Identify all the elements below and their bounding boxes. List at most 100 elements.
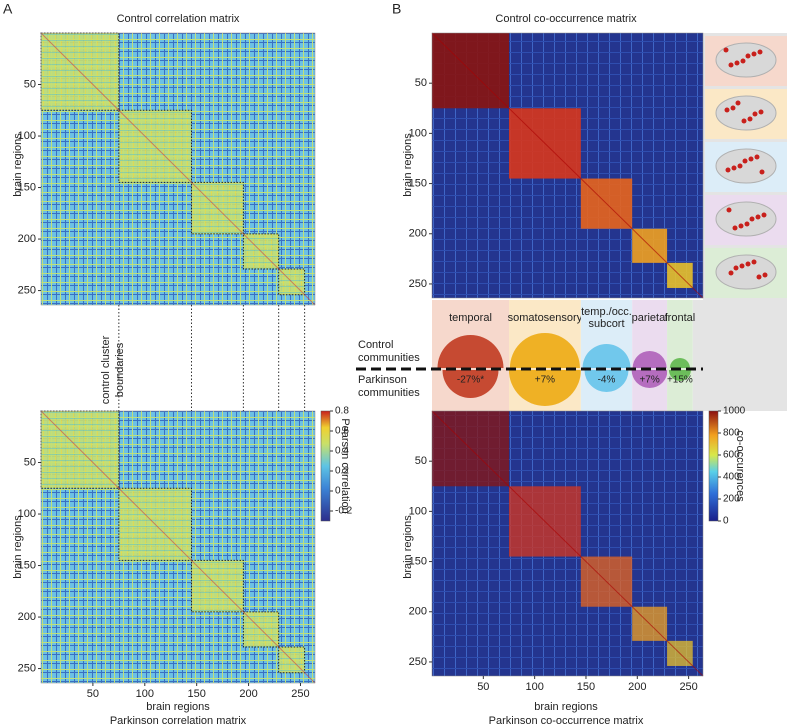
brain — [715, 148, 777, 184]
y-tick-label: 250 — [409, 278, 427, 290]
y-tick-label: 150 — [18, 559, 36, 571]
title: Control co-occurrence matrix — [495, 13, 637, 25]
colorbar-tick-label: 200 — [723, 494, 740, 505]
community-change: -27%* — [457, 375, 484, 386]
brain-node — [757, 49, 763, 55]
title: Parkinson correlation matrix — [110, 715, 247, 727]
brain-node — [755, 214, 761, 220]
x-tick-label: 150 — [577, 681, 595, 693]
brain-node — [745, 53, 751, 59]
brain-node — [744, 221, 750, 227]
y-tick-label: 150 — [409, 555, 427, 567]
y-tick-label: 200 — [18, 611, 36, 623]
x-tick-label: 100 — [136, 688, 154, 700]
control-community — [582, 344, 631, 368]
title: Parkinson co-occurrence matrix — [489, 715, 644, 727]
matrix-frame — [431, 32, 704, 299]
brain-node — [742, 158, 748, 164]
brain-node — [751, 259, 757, 265]
parkinson-community — [668, 370, 691, 381]
diagonal — [431, 410, 704, 677]
x-tick-label: 250 — [291, 688, 309, 700]
brain-node — [748, 156, 754, 162]
matrix-frame — [40, 32, 316, 306]
y-tick-label: 150 — [409, 177, 427, 189]
brain-node — [745, 261, 751, 267]
x-tick-label: 150 — [188, 688, 206, 700]
cluster-outline — [278, 268, 306, 296]
cluster-outline — [278, 646, 306, 674]
control-community — [509, 333, 580, 368]
brain-node — [762, 272, 768, 278]
x-tick-label: 200 — [239, 688, 257, 700]
y-tick-label: 50 — [415, 77, 427, 89]
colorbar-tick-label: 800 — [723, 428, 740, 439]
brain-node — [724, 107, 730, 113]
y-label: brain regions — [12, 133, 24, 197]
y-label: brain regions — [12, 515, 24, 579]
parkinson-community — [508, 370, 581, 407]
parkinson-community — [584, 370, 629, 392]
brain-node — [725, 167, 731, 173]
cluster-outline — [190, 181, 244, 235]
y-tick-label: 200 — [409, 228, 427, 240]
brain-node — [740, 58, 746, 64]
cluster-outline — [118, 487, 192, 561]
community-name: parietal — [632, 312, 668, 324]
x-tick-label: 250 — [679, 681, 697, 693]
community-change: +15% — [667, 375, 693, 386]
matrix-frame — [431, 410, 704, 677]
colorbar — [708, 410, 719, 522]
community-change: -4% — [598, 375, 616, 386]
cluster-outline — [118, 109, 192, 183]
brain — [715, 95, 777, 131]
y-tick-label: 250 — [18, 662, 36, 674]
panel-label: B — [392, 1, 401, 17]
colorbar-tick-label: 0.4 — [335, 446, 349, 457]
y-tick-label: 50 — [415, 455, 427, 467]
cluster-outline — [242, 233, 280, 270]
y-tick-label: 100 — [18, 508, 36, 520]
brain-node — [761, 212, 767, 218]
brain-node — [733, 265, 739, 271]
colorbar-label: Pearson correlation — [339, 418, 351, 513]
brain-node — [731, 165, 737, 171]
community-band — [667, 300, 693, 411]
brain-node — [737, 163, 743, 169]
y-tick-label: 100 — [18, 130, 36, 142]
colorbar-tick-label: 400 — [723, 472, 740, 483]
control-community — [669, 358, 690, 368]
brain-node — [752, 111, 758, 117]
community-label: Parkinson — [358, 374, 407, 386]
note: control cluster — [100, 335, 112, 404]
y-tick-label: 100 — [409, 505, 427, 517]
community-name: temporal — [449, 312, 492, 324]
control-community — [437, 335, 504, 368]
y-tick-label: 50 — [24, 78, 36, 90]
note: boundaries — [114, 342, 126, 397]
x-tick-label: 50 — [87, 688, 99, 700]
brain-node — [734, 60, 740, 66]
y-tick-label: 200 — [18, 233, 36, 245]
title: Control correlation matrix — [117, 13, 240, 25]
colorbar-tick-label: -0.2 — [335, 506, 353, 517]
brain — [715, 254, 777, 290]
cluster-outline — [242, 611, 280, 648]
y-tick-label: 50 — [24, 456, 36, 468]
brain-node — [759, 169, 765, 175]
community-change: +7% — [535, 375, 555, 386]
brain-node — [756, 274, 762, 280]
brain-node — [754, 154, 760, 160]
colorbar-tick-label: 0 — [335, 486, 341, 497]
brain-node — [747, 116, 753, 122]
colorbar-tick-label: 0 — [723, 516, 729, 527]
y-tick-label: 150 — [18, 181, 36, 193]
colorbar-tick-label: 0.6 — [335, 426, 349, 437]
brain — [715, 201, 777, 237]
diagonal — [40, 410, 316, 684]
brain-node — [732, 225, 738, 231]
brain-node — [735, 100, 741, 106]
community-name: frontal — [665, 312, 696, 324]
community-label: Control — [358, 339, 393, 351]
